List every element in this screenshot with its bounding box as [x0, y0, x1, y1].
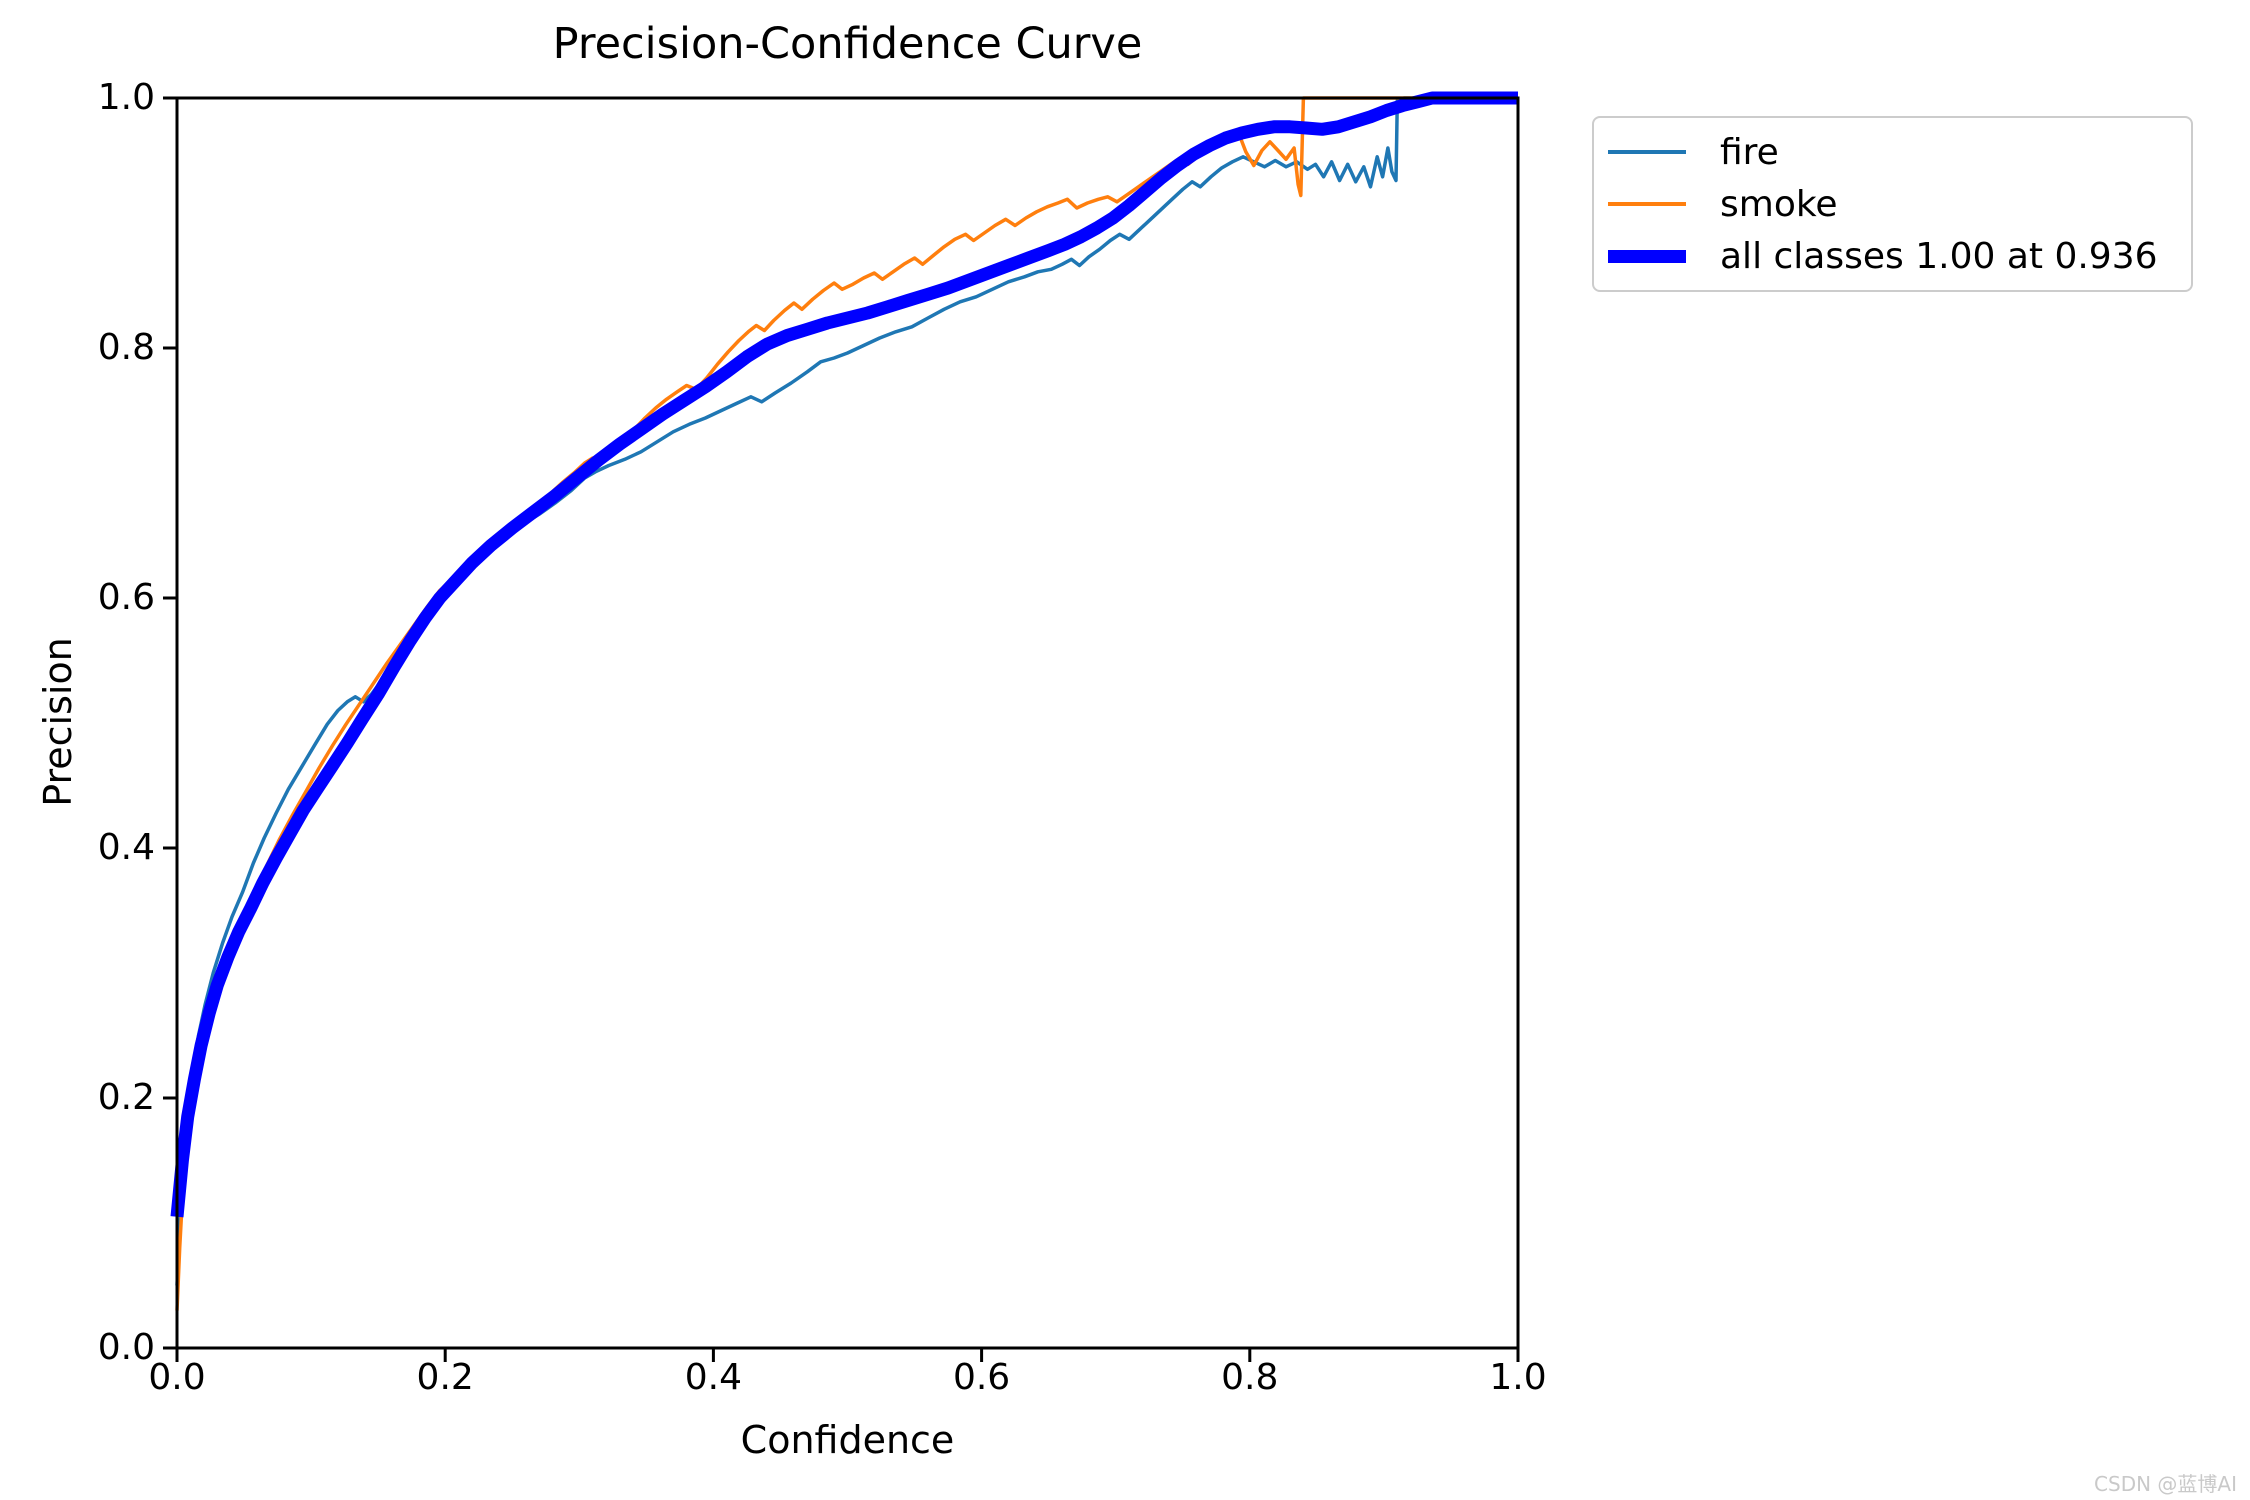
x-tick-label: 0.0: [148, 1357, 206, 1398]
y-tick-label: 0.0: [97, 1327, 155, 1368]
curve-group: [170, 91, 1518, 1311]
x-tick-label: 1.0: [1489, 1357, 1547, 1398]
x-tick-label: 0.6: [952, 1357, 1011, 1398]
y-tick-label: 0.2: [97, 1077, 155, 1118]
y-tick-label: 0.4: [97, 827, 155, 868]
axes-border: [175, 96, 1520, 1350]
watermark: CSDN @蓝博AI: [2094, 1472, 2237, 1496]
x-tick-label: 0.8: [1221, 1357, 1279, 1398]
smoke-line-sample: [1608, 202, 1686, 206]
legend-row-all-classes: all classes 1.00 at 0.936: [1594, 230, 2191, 282]
all-classes-line-sample: [1608, 249, 1686, 263]
legend-row-smoke: smoke: [1594, 178, 2191, 230]
legend-row-fire: fire: [1594, 126, 2191, 178]
y-tick-label: 0.6: [97, 577, 155, 618]
y-axis-label: Precision: [36, 637, 80, 807]
y-tick-label: 0.8: [97, 327, 155, 368]
legend-label-all-classes: all classes 1.00 at 0.936: [1720, 235, 2158, 277]
chart-title: Precision-Confidence Curve: [552, 19, 1143, 69]
legend-label-fire: fire: [1720, 131, 1779, 173]
all-classes-curve: [170, 91, 1518, 1218]
y-tick-label: 1.0: [97, 77, 155, 118]
fire-curve: [175, 96, 1518, 1286]
legend-label-smoke: smoke: [1720, 183, 1838, 225]
fire-line-sample: [1608, 150, 1686, 154]
x-tick-label: 0.2: [416, 1357, 474, 1398]
legend: fire smoke all classes 1.00 at 0.936: [1592, 116, 2193, 292]
tick-marks: [163, 96, 1520, 1362]
x-axis-label: Confidence: [740, 1418, 955, 1462]
x-tick-label: 0.4: [684, 1357, 743, 1398]
